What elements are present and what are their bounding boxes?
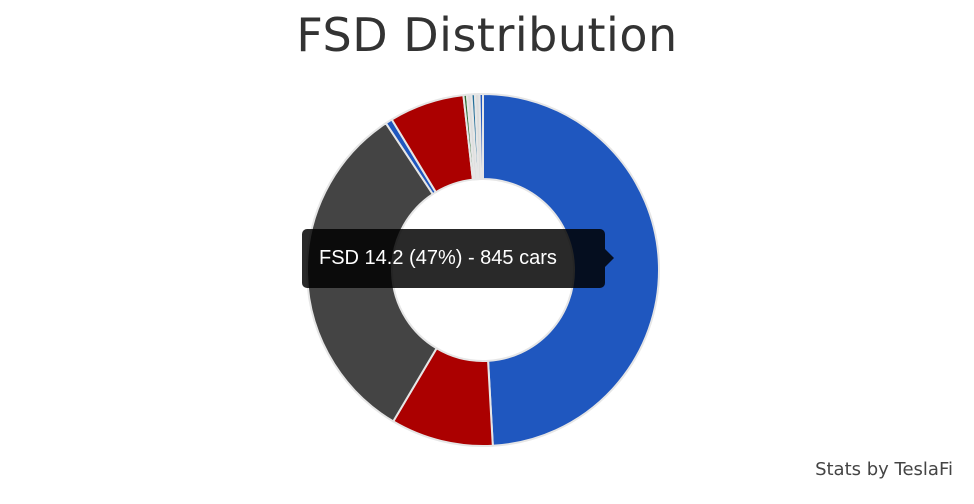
doughnut-slice-10[interactable] (478, 93, 484, 181)
tooltip-caret (605, 249, 614, 267)
stats-credit: Stats by TeslaFi (815, 459, 953, 480)
chart-title: FSD Distribution (296, 8, 678, 62)
tooltip-text: FSD 14.2 (47%) - 845 cars (319, 247, 557, 269)
slice-tooltip: FSD 14.2 (47%) - 845 cars (302, 229, 614, 288)
